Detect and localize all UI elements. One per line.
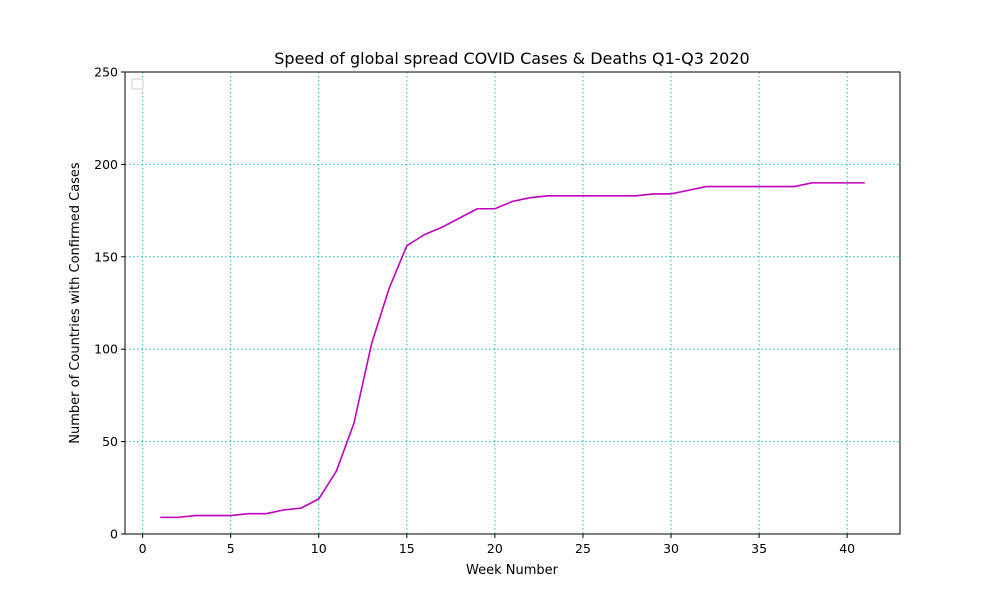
y-tick-label: 150 xyxy=(94,249,118,264)
x-tick-label: 10 xyxy=(311,541,327,556)
grid xyxy=(125,71,900,535)
legend-box xyxy=(131,78,144,90)
x-tick-label: 25 xyxy=(575,541,591,556)
axis-ticks: 0 5 10 15 20 25 30 35 40 0 50 100 150 200 250 xyxy=(94,65,855,557)
series-layer xyxy=(160,182,865,519)
x-tick-label: 5 xyxy=(227,541,235,556)
x-axis-label: Week Number xyxy=(466,563,559,578)
series-line xyxy=(160,182,865,519)
y-tick-label: 50 xyxy=(102,434,118,449)
x-tick-label: 0 xyxy=(139,541,147,556)
y-tick-label: 100 xyxy=(94,342,118,357)
y-tick-label: 0 xyxy=(110,527,118,542)
chart-title: Speed of global spread COVID Cases & Dea… xyxy=(274,49,749,68)
y-tick-label: 200 xyxy=(94,157,118,172)
x-tick-label: 20 xyxy=(487,541,503,556)
y-tick-label: 250 xyxy=(94,65,118,80)
x-tick-label: 30 xyxy=(663,541,679,556)
x-tick-label: 35 xyxy=(751,541,767,556)
plot-frame xyxy=(124,71,901,535)
x-tick-label: 15 xyxy=(399,541,415,556)
x-tick-label: 40 xyxy=(839,541,855,556)
y-axis-label: Number of Countries with Confirmed Cases xyxy=(68,162,83,444)
